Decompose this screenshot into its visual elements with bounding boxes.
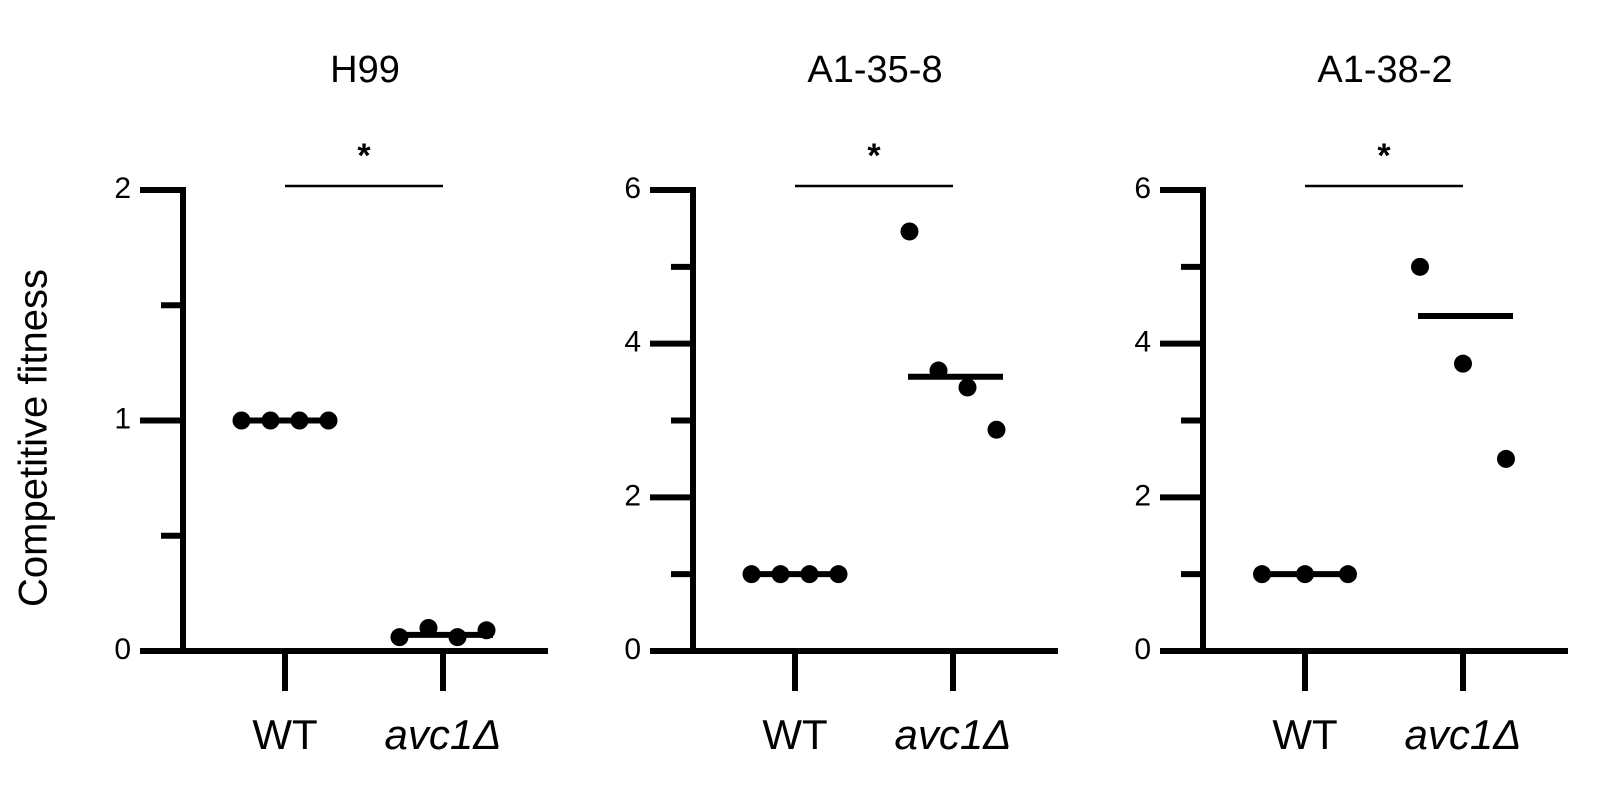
y-tick-label: 2 (1134, 479, 1151, 512)
y-tick-label: 2 (114, 172, 131, 205)
data-point (1411, 257, 1429, 276)
data-point (958, 378, 977, 397)
data-point (1454, 354, 1472, 373)
x-tick-label: WT (762, 711, 827, 758)
data-point (987, 420, 1006, 439)
y-tick-label: 0 (1134, 633, 1151, 666)
y-tick-label: 2 (624, 479, 641, 512)
panel-title: H99 (330, 49, 400, 91)
x-tick-label: WT (252, 711, 317, 758)
y-tick-label: 6 (624, 172, 641, 205)
x-tick-label: avc1Δ (385, 711, 502, 758)
significance-label: * (867, 137, 881, 175)
data-point (900, 222, 919, 241)
x-tick-label: avc1Δ (895, 711, 1012, 758)
y-axis-label: Competitive fitness (12, 269, 56, 607)
y-tick-label: 0 (624, 633, 641, 666)
y-tick-label: 0 (114, 633, 131, 666)
significance-label: * (1377, 137, 1391, 175)
y-tick-label: 4 (624, 326, 641, 359)
y-tick-label: 1 (114, 402, 131, 435)
significance-label: * (357, 137, 371, 175)
y-tick-label: 6 (1134, 172, 1151, 205)
y-tick-label: 4 (1134, 326, 1151, 359)
panel-title: A1-38-2 (1317, 49, 1452, 91)
x-tick-label: avc1Δ (1405, 711, 1522, 758)
data-point (1497, 449, 1515, 468)
x-tick-label: WT (1272, 711, 1337, 758)
panel-title: A1-35-8 (807, 49, 942, 91)
